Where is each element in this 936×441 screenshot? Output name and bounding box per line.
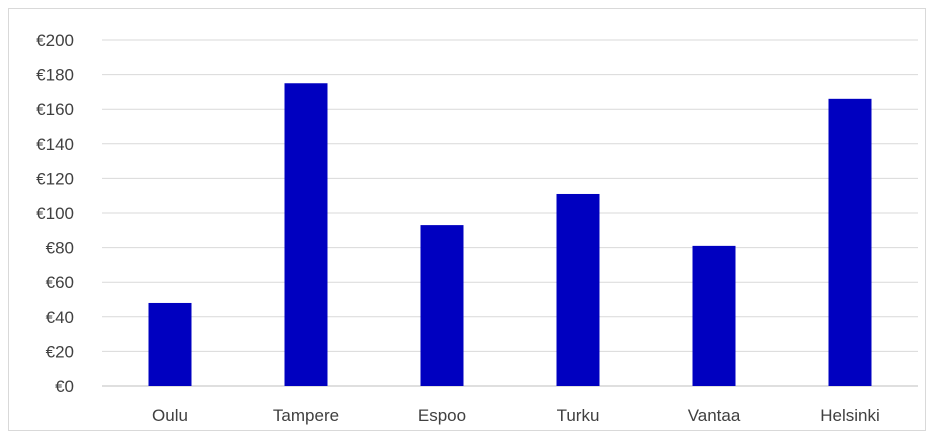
y-tick-label: €140 [36, 135, 74, 154]
x-tick-label-vantaa: Vantaa [688, 406, 741, 425]
bar-tampere [284, 83, 328, 386]
bar-helsinki [828, 98, 872, 386]
x-tick-label-turku: Turku [557, 406, 600, 425]
bar-vantaa [692, 245, 736, 386]
y-tick-label: €20 [46, 342, 74, 361]
y-tick-label: €40 [46, 308, 74, 327]
bar-oulu [148, 302, 192, 386]
y-tick-label: €200 [36, 31, 74, 50]
y-tick-label: €180 [36, 66, 74, 85]
x-tick-label-oulu: Oulu [152, 406, 188, 425]
y-tick-label: €60 [46, 273, 74, 292]
bar-espoo [420, 225, 464, 386]
bars [148, 83, 872, 386]
y-tick-label: €120 [36, 169, 74, 188]
y-axis-tick-labels: €0 €20 €40 €60 €80 €100 €120 €140 €160 €180 €200 [36, 31, 74, 396]
y-tick-label: €80 [46, 239, 74, 258]
x-axis-tick-labels: Oulu Tampere Espoo Turku Vantaa Helsinki [152, 406, 880, 425]
gridlines [102, 39, 918, 387]
x-tick-label-helsinki: Helsinki [820, 406, 880, 425]
x-tick-label-espoo: Espoo [418, 406, 466, 425]
y-tick-label: €100 [36, 204, 74, 223]
bar-turku [556, 193, 600, 386]
y-tick-label: €160 [36, 100, 74, 119]
x-tick-label-tampere: Tampere [273, 406, 339, 425]
y-tick-label: €0 [55, 377, 74, 396]
